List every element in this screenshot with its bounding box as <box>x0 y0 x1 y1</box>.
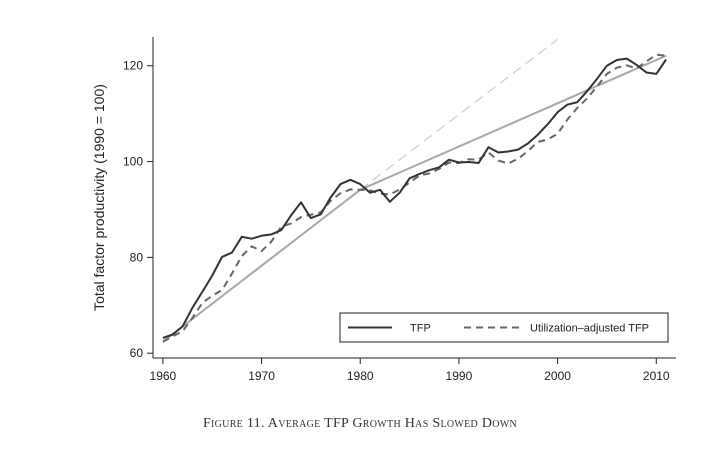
x-tick-label: 1990 <box>446 369 473 383</box>
y-tick-label: 60 <box>130 346 144 360</box>
x-tick-label: 2000 <box>544 369 571 383</box>
legend: TFP Utilization–adjusted TFP <box>339 312 669 343</box>
plot-axes <box>152 37 676 359</box>
y-tick-label: 80 <box>130 250 144 264</box>
x-tick-label: 1960 <box>150 369 177 383</box>
x-tick-label: 2010 <box>643 369 670 383</box>
series-layer <box>162 38 667 343</box>
y-ticks: 60 80 100 120 <box>123 59 153 360</box>
x-ticks: 1960 1970 1980 1990 2000 2010 <box>150 358 670 383</box>
figure-caption: Figure 11. Average TFP Growth Has Slowed… <box>202 416 518 431</box>
trend-extrapolation-line <box>359 38 558 191</box>
tfp-line <box>162 57 667 339</box>
utilization-adjusted-tfp-line <box>162 53 667 343</box>
tfp-chart: 60 80 100 120 1960 1970 1980 1990 2000 2010 Tota… <box>91 37 676 383</box>
trend-line <box>162 189 361 343</box>
y-tick-label: 100 <box>123 155 143 169</box>
x-tick-label: 1980 <box>347 369 374 383</box>
x-tick-label: 1970 <box>248 369 275 383</box>
y-axis-title: Total factor productivity (1990 = 100) <box>91 84 107 311</box>
legend-label-utilization-adjusted-tfp: Utilization–adjusted TFP <box>530 323 649 335</box>
legend-label-tfp: TFP <box>410 323 431 335</box>
trend-line <box>359 54 667 191</box>
y-tick-label: 120 <box>123 59 143 73</box>
